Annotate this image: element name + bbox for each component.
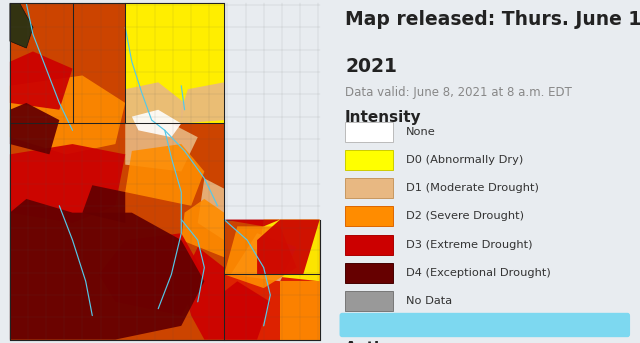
Polygon shape [257,220,320,281]
Polygon shape [125,3,224,123]
Polygon shape [224,281,270,340]
Polygon shape [224,226,297,288]
Text: No Data: No Data [406,296,452,306]
Polygon shape [10,144,125,223]
Bar [345,263,393,283]
Polygon shape [10,75,125,154]
Text: D0 (Abnormally Dry): D0 (Abnormally Dry) [406,155,523,165]
Polygon shape [132,110,181,137]
Polygon shape [10,3,320,340]
Polygon shape [231,233,297,281]
Text: D3 (Extreme Drought): D3 (Extreme Drought) [406,239,532,250]
Text: Intensity: Intensity [345,110,422,125]
Polygon shape [99,233,204,316]
Text: Data valid: June 8, 2021 at 8 a.m. EDT: Data valid: June 8, 2021 at 8 a.m. EDT [345,86,572,99]
Polygon shape [198,178,224,240]
Polygon shape [125,120,198,172]
Bar [345,122,393,142]
Polygon shape [224,220,280,226]
Polygon shape [125,62,191,123]
Text: 2021: 2021 [345,57,397,75]
Polygon shape [83,185,125,223]
Polygon shape [10,51,72,110]
Polygon shape [125,82,184,123]
Polygon shape [280,281,320,340]
Polygon shape [181,82,224,123]
Polygon shape [181,247,224,340]
Polygon shape [224,274,320,340]
Bar [345,150,393,170]
Polygon shape [181,3,224,62]
Text: D4 (Exceptional Drought): D4 (Exceptional Drought) [406,268,550,278]
Polygon shape [257,220,320,274]
Bar [345,178,393,198]
Bar [345,235,393,255]
Polygon shape [165,3,224,86]
Polygon shape [10,103,60,154]
Text: D1 (Moderate Drought): D1 (Moderate Drought) [406,183,538,193]
Polygon shape [10,3,33,48]
Bar [345,291,393,311]
FancyBboxPatch shape [340,313,630,337]
Polygon shape [181,199,224,257]
Text: Authors: Authors [345,341,413,343]
Bar [345,206,393,226]
Polygon shape [10,199,204,340]
Text: Map released: Thurs. June 10,: Map released: Thurs. June 10, [345,10,640,29]
Text: D2 (Severe Drought): D2 (Severe Drought) [406,211,524,222]
Text: None: None [406,127,435,137]
Polygon shape [125,144,204,206]
Polygon shape [125,3,165,62]
